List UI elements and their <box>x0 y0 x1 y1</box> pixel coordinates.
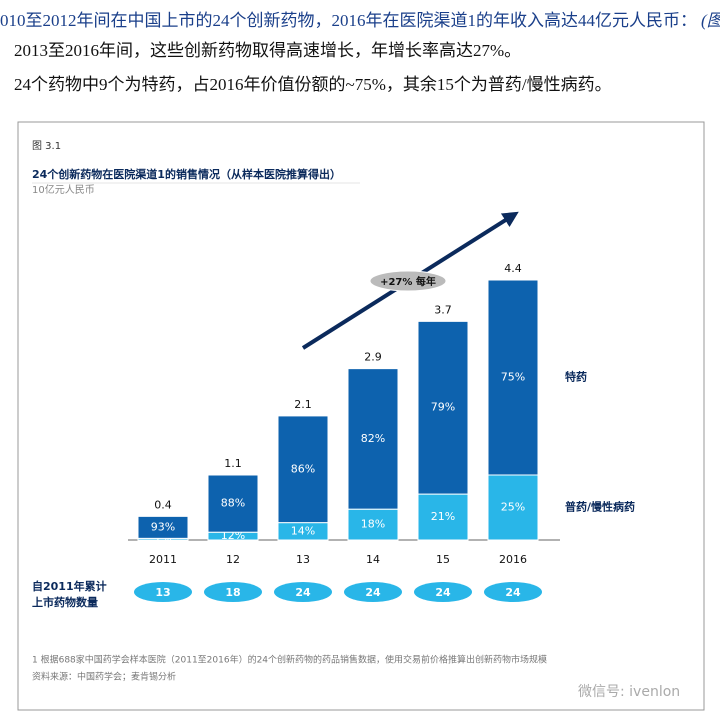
figure-ref: (图 3.1) <box>701 11 720 30</box>
annotation: +27% 每年 <box>380 275 436 288</box>
count-bubble <box>204 582 262 602</box>
intro-line: 010至2012年间在中国上市的24个创新药物，2016年在医院渠道1的年收入高… <box>0 11 697 30</box>
x-tick-label: 14 <box>366 553 380 566</box>
count-bubble <box>134 582 192 602</box>
total-label: 3.7 <box>434 303 452 316</box>
count-bubble <box>344 582 402 602</box>
intro-line: 24个药物中9个为特药，占2016年价值份额的~75%，其余15个为普药/慢性病… <box>14 74 612 94</box>
segment-label: 79% <box>431 401 455 414</box>
bar-segment <box>487 474 539 541</box>
chart-subtitle: 10亿元人民币 <box>32 183 95 196</box>
counts-label: 自2011年累计 <box>32 579 107 593</box>
chart-title: 24个创新药物在医院渠道1的销售情况（从样本医院推算得出） <box>32 167 341 181</box>
total-label: 4.4 <box>504 262 522 275</box>
count-bubble <box>414 582 472 602</box>
count-label: 13 <box>155 586 170 599</box>
footnote: 1 根据688家中国药学会样本医院（2011至2016年）的24个创新药物的药品… <box>32 654 547 666</box>
segment-label: 18% <box>361 518 385 531</box>
total-label: 2.1 <box>294 398 312 411</box>
bar-segment <box>417 493 469 541</box>
total-label: 1.1 <box>224 457 242 470</box>
x-tick-label: 12 <box>226 553 240 566</box>
bar-segment <box>137 515 189 539</box>
count-label: 24 <box>435 586 451 599</box>
count-label: 24 <box>295 586 311 599</box>
total-label: 0.4 <box>154 498 172 511</box>
count-label: 18 <box>225 586 240 599</box>
count-bubble <box>484 582 542 602</box>
segment-label: 21% <box>431 510 455 523</box>
count-label: 24 <box>505 586 521 599</box>
figure-label: 图 3.1 <box>32 140 61 152</box>
footnote: 资料来源：中国药学会；麦肯锡分析 <box>32 671 176 683</box>
count-bubble <box>274 582 332 602</box>
count-label: 24 <box>365 586 381 599</box>
bar-segment <box>277 415 329 524</box>
x-tick-label: 13 <box>296 553 310 566</box>
segment-label: 25% <box>501 501 525 514</box>
segment-label: 88% <box>221 497 245 510</box>
bar-segment <box>207 474 259 533</box>
bar-segment <box>347 508 399 541</box>
legend-label: 特药 <box>565 370 587 384</box>
bar-segment <box>417 320 469 495</box>
chart-frame <box>17 121 705 711</box>
bar-segment <box>347 368 399 510</box>
intro-line: 2013至2016年间，这些创新药物取得高速增长，年增长率高达27%。 <box>14 41 521 60</box>
legend-label: 普药/慢性病药 <box>565 500 635 514</box>
segment-label: 14% <box>291 524 315 537</box>
x-tick-label: 2016 <box>499 553 527 566</box>
segment-label: 86% <box>291 462 315 475</box>
x-tick-label: 2011 <box>149 553 177 566</box>
annotation-bubble <box>369 270 447 292</box>
counts-label: 上市药物数量 <box>32 595 98 609</box>
x-tick-label: 15 <box>436 553 450 566</box>
total-label: 2.9 <box>364 351 382 364</box>
segment-label: 82% <box>361 432 385 445</box>
bar-segment <box>487 279 539 476</box>
segment-label: 93% <box>151 520 175 533</box>
watermark: 微信号: ivenlon <box>578 684 680 700</box>
segment-label: 75% <box>501 371 525 384</box>
